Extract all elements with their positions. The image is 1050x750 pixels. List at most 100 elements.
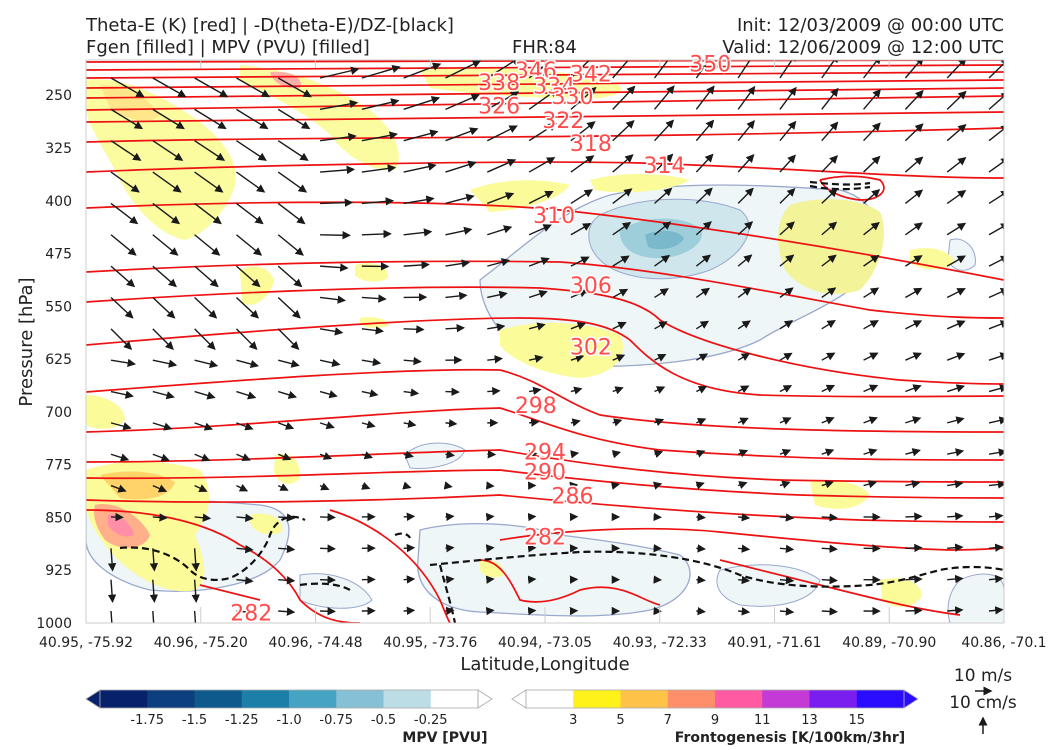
y-tick-label: 475 <box>45 247 72 263</box>
wind-vector <box>654 288 669 299</box>
theta-e-contour-label: 330 <box>552 85 594 110</box>
wind-vector <box>194 171 224 193</box>
wind-vector <box>988 223 1004 236</box>
wind-vector <box>445 323 466 333</box>
colorbar-frame <box>525 689 905 709</box>
wind-vector <box>612 188 633 204</box>
wind-vector <box>863 448 878 457</box>
wind-vector <box>445 606 455 616</box>
wind-vector <box>445 419 458 428</box>
wind-vector <box>487 323 506 332</box>
colorbar-tick-label: -1.5 <box>182 713 207 728</box>
wind-vector <box>445 387 460 396</box>
wind-vector <box>570 322 587 330</box>
wind-vector <box>821 448 835 457</box>
wind-vector <box>695 481 705 490</box>
wind-vector <box>696 544 706 553</box>
x-tick-label: 40.89, -70.90 <box>842 635 936 651</box>
wind-vector <box>737 120 755 142</box>
wind-vector <box>988 574 1004 584</box>
theta-e-contour-label: 350 <box>689 53 731 78</box>
wind-vector <box>654 187 673 204</box>
wind-vector <box>821 544 838 553</box>
wind-vector <box>445 512 455 522</box>
colorbar-tick-label: 15 <box>848 713 865 728</box>
wind-vector <box>779 513 795 522</box>
wind-vector <box>696 418 707 426</box>
wind-vector <box>486 91 520 110</box>
wind-vector <box>988 91 1004 110</box>
wind-vector <box>947 512 964 521</box>
wind-vector <box>570 155 595 173</box>
wind-vector <box>361 98 400 111</box>
wind-vector <box>570 189 593 205</box>
wind-vector <box>946 189 967 204</box>
wind-vector <box>277 452 292 461</box>
wind-vector <box>946 157 967 173</box>
wind-vector <box>403 575 416 584</box>
wind-vector <box>570 289 588 299</box>
wind-vector <box>904 156 924 173</box>
wind-vector <box>236 453 251 462</box>
y-axis-ticks: 250 325 400 475 550 625 700 775 850 925 1000 <box>36 88 72 632</box>
wind-vector <box>779 254 795 267</box>
y-tick-label: 400 <box>45 194 72 210</box>
wind-vector <box>235 328 258 350</box>
wind-vector <box>403 228 433 237</box>
wind-vector <box>277 234 304 256</box>
wind-vector <box>194 108 227 130</box>
wind-vector <box>110 390 134 399</box>
wind-vector <box>236 390 257 400</box>
wind-vector <box>947 480 964 489</box>
x-axis-ticks: 40.95, -75.92 40.96, -75.20 40.96, -74.48 4… <box>39 60 1047 651</box>
wind-vector <box>277 328 300 350</box>
wind-vector <box>988 288 1004 299</box>
wind-vector <box>696 386 708 394</box>
wind-vector <box>904 89 924 110</box>
wind-vector <box>487 225 513 236</box>
wind-vector <box>278 359 300 368</box>
wind-vector <box>152 77 187 98</box>
x-tick-label: 40.93, -72.33 <box>613 635 707 651</box>
wind-vector <box>821 575 838 585</box>
wind-vector <box>988 448 1004 457</box>
wind-vector <box>319 66 360 79</box>
wind-vector <box>528 60 559 79</box>
wind-vector <box>319 165 356 175</box>
theta-e-contour-label: 306 <box>570 274 612 299</box>
wind-vector <box>235 265 261 288</box>
wind-vector <box>319 132 357 142</box>
wind-vector <box>152 234 179 256</box>
wind-vector <box>779 287 794 299</box>
wind-vector <box>194 453 211 462</box>
y-tick-label: 925 <box>45 563 72 579</box>
wind-vector <box>737 221 754 236</box>
wind-vector <box>445 259 471 268</box>
colorbar-tick-label: -0.75 <box>319 713 353 728</box>
colorbar-extend-right <box>903 689 919 709</box>
theta-e-contour-label: 298 <box>515 394 557 419</box>
wind-vector <box>191 548 200 572</box>
wind-vector <box>110 484 127 493</box>
wind-vector <box>194 422 214 431</box>
wind-vector <box>361 389 379 398</box>
wind-vector <box>487 355 503 364</box>
wind-vector <box>863 287 880 299</box>
wind-vector <box>821 155 838 173</box>
wind-vector <box>194 296 218 319</box>
wind-vector <box>191 579 200 603</box>
x-tick-label: 40.86, -70.1 <box>961 635 1046 651</box>
wind-vector <box>152 359 178 368</box>
wind-vector <box>905 416 922 425</box>
wind-vector <box>277 77 312 98</box>
theta-e-contour-label: 318 <box>570 132 612 157</box>
wind-vector <box>236 77 271 98</box>
wind-vector <box>737 153 755 173</box>
wind-vector <box>612 321 627 330</box>
wind-vector <box>905 384 922 393</box>
wind-vector <box>110 296 134 319</box>
wind-vector <box>988 352 1004 361</box>
wind-vector <box>361 64 401 79</box>
wind-vector <box>946 352 966 361</box>
